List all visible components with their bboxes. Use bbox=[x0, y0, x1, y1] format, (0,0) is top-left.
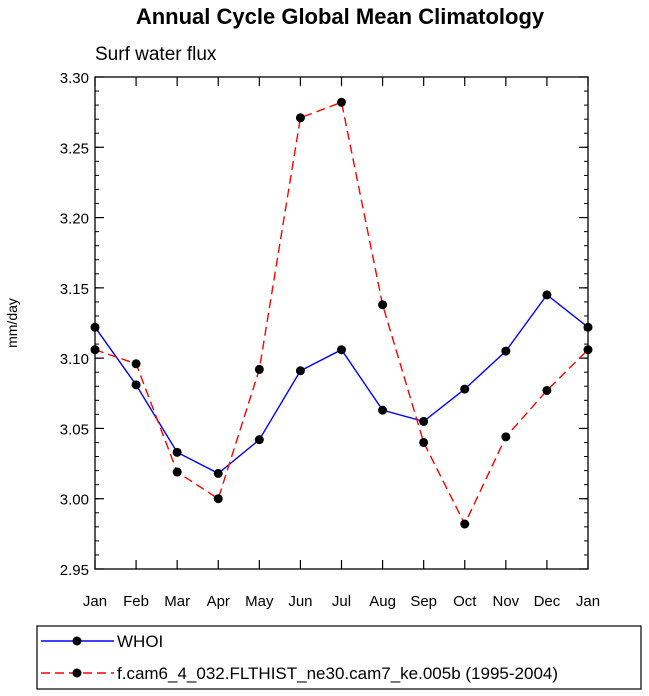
legend-label-2: f.cam6_4_032.FLTHIST_ne30.cam7_ke.005b (… bbox=[117, 664, 558, 683]
legend: WHOI f.cam6_4_032.FLTHIST_ne30.cam7_ke.00… bbox=[36, 625, 642, 690]
series-1-point bbox=[254, 435, 264, 445]
series-2-point bbox=[254, 364, 264, 374]
legend-marker-2 bbox=[72, 668, 82, 678]
series-2-point bbox=[337, 97, 346, 107]
legend-box bbox=[36, 625, 642, 690]
series-1-point bbox=[213, 468, 223, 478]
series-1-point bbox=[419, 416, 429, 426]
x-tick-label: Feb bbox=[123, 593, 149, 610]
series-1-point bbox=[542, 290, 552, 300]
x-tick-label: Jun bbox=[288, 593, 312, 610]
x-tick-label: Oct bbox=[453, 593, 477, 610]
plot-frame bbox=[94, 76, 589, 570]
series-2-point bbox=[419, 437, 429, 447]
y-tick-label: 3.20 bbox=[60, 211, 89, 228]
y-tick-label: 3.10 bbox=[60, 351, 89, 368]
y-tick-label: 3.30 bbox=[60, 70, 89, 87]
legend-marker-1 bbox=[72, 636, 82, 646]
x-tick-label: Apr bbox=[207, 593, 230, 610]
x-tick-label: Dec bbox=[534, 593, 561, 610]
series-1-point bbox=[460, 384, 470, 394]
series-1-point bbox=[337, 345, 346, 355]
x-tick-label: Mar bbox=[164, 593, 190, 610]
series-1-point bbox=[295, 366, 305, 376]
series-2-point bbox=[583, 345, 593, 355]
y-tick-label: 3.00 bbox=[60, 492, 89, 509]
chart-subtitle: Surf water flux bbox=[95, 44, 217, 65]
series-1-point bbox=[172, 447, 182, 457]
y-axis-label: mm/day bbox=[4, 298, 20, 348]
series-line-2 bbox=[94, 101, 589, 526]
x-tick-label: May bbox=[245, 593, 274, 610]
series-2-point bbox=[90, 345, 100, 355]
y-tick-label: 2.95 bbox=[60, 562, 89, 579]
x-tick-label: Jan bbox=[576, 593, 600, 610]
series-2-point bbox=[378, 300, 388, 310]
y-tick-label: 3.15 bbox=[60, 281, 89, 298]
series-1-point bbox=[583, 322, 593, 332]
series-2-point bbox=[542, 385, 552, 395]
legend-label-1: WHOI bbox=[117, 632, 163, 651]
x-tick-label: Jul bbox=[332, 593, 351, 610]
chart-title: Annual Cycle Global Mean Climatology bbox=[136, 4, 545, 29]
series-1-point bbox=[90, 322, 100, 332]
y-tick-label: 3.05 bbox=[60, 421, 89, 438]
series-2-point bbox=[501, 432, 511, 442]
series-2-point bbox=[172, 467, 182, 477]
series-line-1 bbox=[94, 293, 589, 475]
x-tick-label: Sep bbox=[410, 593, 437, 610]
x-tick-label: Jan bbox=[83, 593, 107, 610]
x-tick-label: Nov bbox=[492, 593, 519, 610]
series-2-point bbox=[460, 519, 470, 529]
series-2-point bbox=[295, 113, 305, 123]
series-1-point bbox=[131, 380, 141, 390]
y-tick-label: 3.25 bbox=[60, 140, 89, 157]
series-2-point bbox=[131, 359, 141, 369]
plot-area: 2.95 3.00 3.05 3.10 3.15 3.20 3.25 3.30 Jan Feb Ma… bbox=[60, 70, 600, 610]
x-tick-label: Aug bbox=[369, 593, 396, 610]
series-1-point bbox=[501, 346, 511, 356]
series-1-point bbox=[378, 405, 388, 415]
series-2-point bbox=[213, 494, 223, 504]
